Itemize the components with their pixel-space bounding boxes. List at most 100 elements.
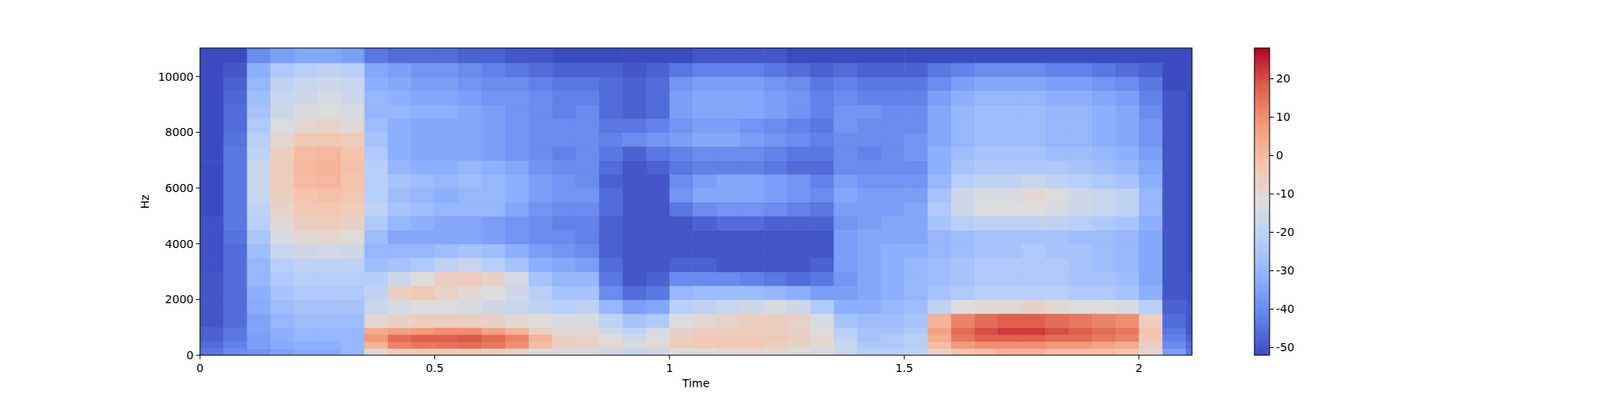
colorbar-tick (1269, 232, 1274, 233)
cell (340, 160, 365, 175)
cell (270, 313, 295, 328)
cell (1115, 341, 1140, 349)
cell (317, 272, 342, 287)
cell (411, 62, 436, 77)
cell (716, 299, 741, 314)
cell (364, 229, 388, 244)
cell (880, 244, 905, 259)
cell (293, 76, 318, 92)
cell (434, 90, 459, 105)
x-tick-label: 1.5 (895, 361, 913, 375)
cell (575, 327, 600, 335)
cell (763, 174, 788, 189)
cell (599, 174, 624, 189)
cell (1068, 188, 1093, 203)
cell (317, 146, 342, 161)
cell (787, 188, 812, 203)
cell (504, 118, 529, 133)
cell (928, 174, 952, 189)
cell (434, 313, 459, 328)
cell (223, 160, 248, 175)
colorbar-tick-label: -10 (1276, 187, 1295, 200)
cell (1139, 90, 1164, 105)
cell (528, 76, 553, 92)
chart: 00.511.520200040006000800010000TimeHz-50… (0, 0, 1600, 400)
cell (552, 104, 576, 120)
cell (317, 244, 342, 259)
cell (1021, 48, 1046, 64)
cell (1115, 62, 1140, 77)
cell (364, 146, 388, 161)
cell (740, 201, 764, 216)
cell (787, 348, 812, 356)
cell (1044, 201, 1069, 216)
cell (1044, 118, 1069, 133)
cell (364, 334, 388, 342)
cell (692, 132, 717, 147)
cell (669, 90, 694, 105)
cell (1092, 229, 1116, 244)
cell (317, 334, 342, 342)
cell (200, 62, 224, 77)
cell (669, 341, 694, 349)
cell (1162, 201, 1187, 216)
cell (317, 188, 342, 203)
cell (247, 313, 272, 328)
cell (481, 285, 506, 300)
cell (833, 341, 858, 349)
cell (904, 118, 928, 133)
cell (974, 160, 999, 175)
cell (692, 313, 717, 328)
cell (434, 244, 459, 259)
cell (1092, 341, 1116, 349)
cell (833, 132, 858, 147)
cell (763, 188, 788, 203)
cell (904, 229, 928, 244)
cell (317, 201, 342, 216)
cell (1185, 174, 1192, 189)
cell (1115, 257, 1140, 272)
cell (692, 146, 717, 161)
cell (787, 244, 812, 259)
cell (810, 76, 835, 92)
cell (974, 48, 999, 64)
plot-frame (200, 48, 1192, 356)
cell (622, 341, 647, 349)
cell (1162, 90, 1187, 105)
cell (504, 132, 529, 147)
colorbar-tick (1269, 193, 1274, 195)
cell (1021, 341, 1046, 349)
cell (411, 174, 436, 189)
cell (434, 341, 459, 349)
cell (481, 132, 506, 147)
cell (740, 132, 764, 147)
cell (388, 160, 412, 175)
cell (317, 62, 342, 77)
cell (1021, 313, 1046, 328)
cell (833, 62, 858, 77)
cell (1068, 299, 1093, 314)
colorbar (1254, 48, 1270, 356)
cell (928, 313, 952, 328)
cell (810, 48, 835, 64)
cell (434, 272, 459, 287)
cell (1162, 244, 1187, 259)
cell (763, 118, 788, 133)
cell (575, 48, 600, 64)
cell (1092, 62, 1116, 77)
cell (481, 313, 506, 328)
cell (857, 334, 882, 342)
colorbar-tick (1269, 347, 1274, 348)
cell (763, 257, 788, 272)
cell (646, 62, 671, 77)
cell (669, 272, 694, 287)
cell (1162, 272, 1187, 287)
cell (552, 76, 576, 92)
cell (928, 188, 952, 203)
cell (434, 285, 459, 300)
cell (364, 272, 388, 287)
cell (692, 174, 717, 189)
cell (528, 244, 553, 259)
cell (928, 341, 952, 349)
cell (599, 188, 624, 203)
